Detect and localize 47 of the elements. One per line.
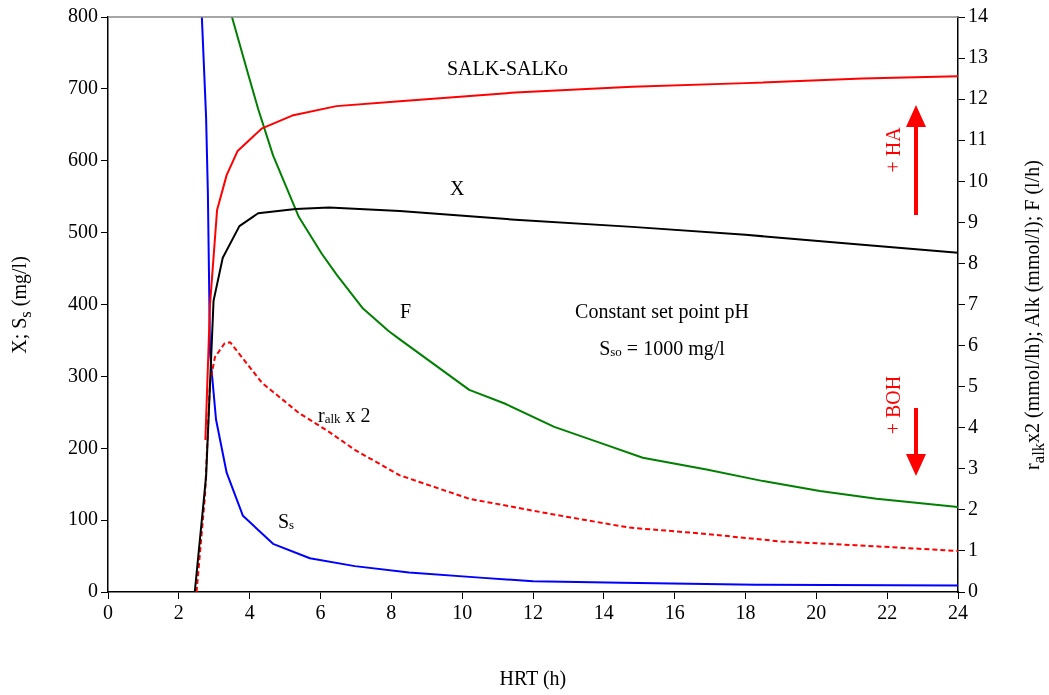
annotation: Sso = 1000 mg/l xyxy=(599,337,726,360)
y2-tick-label: 4 xyxy=(968,414,978,437)
x-tick-label: 6 xyxy=(315,601,326,624)
y2-tick-label: 2 xyxy=(968,497,978,520)
series-label: ralk x 2 xyxy=(318,404,371,426)
y-tick-label: 200 xyxy=(68,435,98,458)
x-tick-label: 18 xyxy=(735,601,756,624)
x-axis-title: HRT (h) xyxy=(499,667,567,690)
annotation: + HA xyxy=(882,127,904,173)
y-tick-label: 700 xyxy=(68,76,98,99)
y2-tick-label: 6 xyxy=(968,332,978,355)
y2-tick-label: 1 xyxy=(968,538,978,561)
x-tick-label: 8 xyxy=(386,601,397,624)
x-tick-label: 4 xyxy=(244,601,255,624)
y-tick-label: 300 xyxy=(68,363,98,386)
series-label: Ss xyxy=(278,510,295,532)
series-label: F xyxy=(400,300,412,322)
y2-tick-label: 10 xyxy=(968,168,988,191)
y2-tick-label: 3 xyxy=(968,456,978,479)
series-label: SALK-SALKo xyxy=(447,57,569,79)
series-label: X xyxy=(450,177,465,199)
y-tick-label: 100 xyxy=(68,507,98,530)
y2-tick-label: 12 xyxy=(968,86,988,109)
y2-tick-label: 5 xyxy=(968,373,978,396)
x-tick-label: 10 xyxy=(452,601,473,624)
y2-tick-label: 7 xyxy=(968,291,978,314)
x-tick-label: 24 xyxy=(948,601,968,624)
x-tick-label: 12 xyxy=(523,601,543,624)
annotation: Constant set point pH xyxy=(575,300,749,323)
y-tick-label: 500 xyxy=(68,219,98,242)
y-tick-label: 400 xyxy=(68,291,98,314)
y2-tick-label: 8 xyxy=(968,250,978,273)
y2-tick-label: 11 xyxy=(968,127,988,150)
x-tick-label: 20 xyxy=(806,601,827,624)
y2-tick-label: 9 xyxy=(968,209,978,232)
x-tick-label: 14 xyxy=(593,601,614,624)
y-tick-label: 600 xyxy=(68,148,98,170)
annotation: + BOH xyxy=(882,375,904,435)
x-tick-label: 0 xyxy=(103,601,113,624)
y2-tick-label: 14 xyxy=(968,4,988,27)
y-tick-label: 800 xyxy=(68,4,98,27)
x-tick-label: 16 xyxy=(664,601,685,624)
x-tick-label: 22 xyxy=(877,601,898,624)
y2-tick-label: 13 xyxy=(968,45,988,68)
y2-tick-label: 0 xyxy=(968,579,978,602)
x-tick-label: 2 xyxy=(173,601,184,624)
y-tick-label: 0 xyxy=(88,579,98,602)
